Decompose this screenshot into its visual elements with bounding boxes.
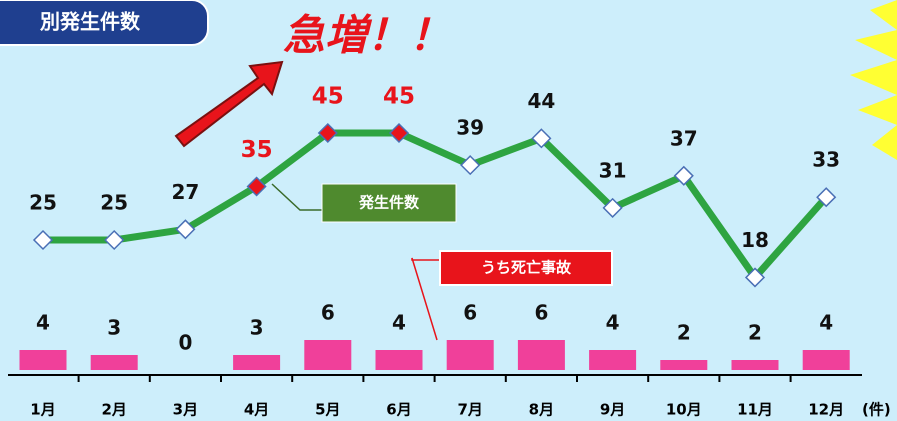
- bar-value-label: 4: [392, 311, 406, 335]
- point-value-label: 45: [383, 84, 415, 110]
- bar: [517, 340, 565, 370]
- point-marker: [744, 267, 766, 288]
- point-value-label: 35: [241, 137, 273, 163]
- point-marker: [317, 122, 338, 144]
- bar-value-label: 4: [606, 311, 620, 335]
- x-tick-label: 12月: [808, 401, 844, 419]
- x-tick-label: 1月: [30, 401, 55, 419]
- x-tick-label: 7月: [457, 401, 482, 419]
- point-value-label: 25: [29, 191, 57, 215]
- bar: [90, 355, 138, 370]
- point-marker: [531, 128, 552, 149]
- bar-series-label: うち死亡事故: [481, 259, 572, 277]
- point-value-label: 18: [741, 228, 769, 252]
- bar-value-label: 2: [748, 321, 762, 345]
- x-tick-label: 10月: [666, 401, 702, 419]
- point-value-label: 45: [312, 84, 344, 110]
- point-value-label: 33: [812, 148, 840, 172]
- bar: [660, 360, 708, 370]
- bar-value-label: 6: [463, 301, 477, 325]
- point-value-label: 31: [599, 158, 627, 182]
- bar-value-label: 0: [178, 331, 192, 355]
- point-marker: [602, 197, 623, 218]
- bar: [802, 350, 850, 370]
- line-series-label: 発生件数: [358, 194, 420, 212]
- point-value-label: 27: [171, 180, 199, 204]
- annotation: 急増！！: [283, 11, 451, 60]
- point-marker: [673, 165, 694, 186]
- x-tick-label: 5月: [315, 401, 340, 419]
- point-marker: [816, 187, 837, 208]
- line-label-connector: [271, 183, 322, 211]
- sun-burst: [850, 0, 897, 160]
- point-marker: [104, 229, 125, 251]
- point-value-label: 37: [670, 126, 698, 150]
- point-value-label: 39: [456, 116, 484, 140]
- x-tick-label: 4月: [244, 401, 269, 419]
- unit-label: (件): [862, 401, 891, 419]
- point-marker: [246, 176, 267, 197]
- x-tick-label: 9月: [600, 401, 625, 419]
- bar-value-label: 4: [36, 311, 50, 335]
- bar-value-label: 2: [677, 321, 691, 345]
- bar-value-label: 3: [107, 316, 121, 340]
- x-tick-label: 6月: [386, 401, 411, 419]
- bar: [19, 350, 67, 370]
- point-marker: [460, 155, 481, 176]
- title-tab: [0, 0, 209, 46]
- point-value-label: 25: [100, 191, 128, 215]
- bar-value-label: 4: [819, 311, 833, 335]
- bar-value-label: 6: [321, 301, 335, 325]
- bar: [589, 350, 637, 370]
- point-value-label: 44: [527, 89, 555, 113]
- line-label-box: [321, 183, 457, 223]
- x-tick-label: 2月: [101, 401, 126, 419]
- x-tick-label: 8月: [529, 401, 554, 419]
- point-marker: [32, 229, 54, 251]
- point-marker: [388, 122, 410, 144]
- bar: [304, 340, 352, 370]
- x-tick-label: 3月: [173, 401, 198, 419]
- rise-arrow: [174, 60, 284, 148]
- bar-label-box: [439, 250, 613, 286]
- x-tick-label: 11月: [737, 401, 773, 419]
- bar-value-label: 6: [534, 301, 548, 325]
- bar: [233, 355, 281, 370]
- bar: [731, 360, 779, 370]
- point-marker: [175, 219, 196, 240]
- bar: [446, 340, 494, 370]
- bar: [375, 350, 423, 370]
- bar-label-connector: [411, 257, 440, 341]
- chart-title: 別発生件数: [40, 10, 141, 34]
- line: [43, 129, 829, 281]
- bar-value-label: 3: [250, 316, 264, 340]
